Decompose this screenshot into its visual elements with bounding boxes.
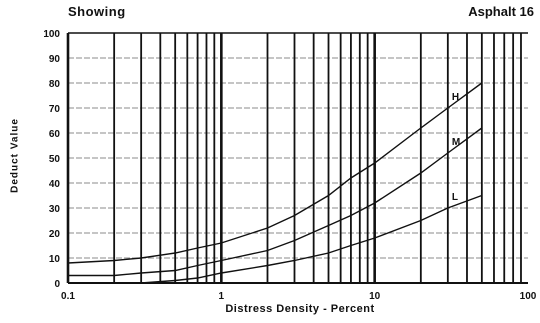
- y-tick-label: 0: [54, 279, 60, 290]
- x-tick-label: 0.1: [61, 291, 75, 302]
- x-tick-label: 1: [219, 291, 225, 302]
- y-tick-label: 90: [49, 54, 61, 65]
- x-axis-label: Distress Density - Percent: [225, 303, 375, 315]
- series-line-l: [68, 194, 483, 284]
- chart-title-right: Asphalt 16: [468, 4, 534, 19]
- y-tick-label: 80: [49, 79, 61, 90]
- y-tick-label: 20: [49, 229, 61, 240]
- y-tick-label: 30: [49, 204, 61, 215]
- x-tick-label: 10: [369, 291, 381, 302]
- y-tick-label: 70: [49, 104, 61, 115]
- series-line-h: [67, 82, 483, 264]
- y-tick-label: 50: [49, 154, 61, 165]
- series-label-m: M: [452, 137, 460, 148]
- x-tick-label: 100: [520, 291, 537, 302]
- series-lines: [67, 82, 483, 284]
- y-tick-label: 10: [49, 254, 61, 265]
- y-tick-label: 40: [49, 179, 61, 190]
- grid: [66, 32, 528, 284]
- tick-labels: 0 10 20 30 40 50 60 70 80 90 100 0.1 1 10 100 H M L: [43, 29, 536, 302]
- series-label-h: H: [452, 92, 459, 103]
- y-tick-label: 100: [43, 29, 60, 40]
- y-tick-label: 60: [49, 129, 61, 140]
- series-line-m: [68, 127, 483, 277]
- series-label-l: L: [452, 192, 458, 203]
- chart-title-left: Showing: [68, 4, 126, 19]
